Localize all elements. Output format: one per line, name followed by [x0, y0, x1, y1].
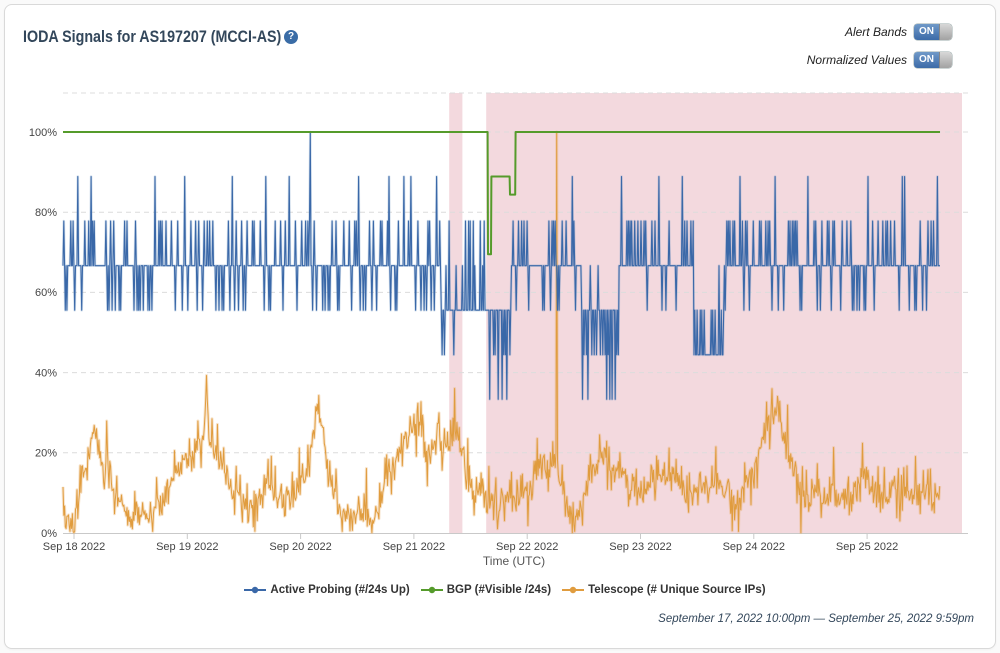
- svg-text:Sep 19 2022: Sep 19 2022: [156, 541, 218, 553]
- svg-text:20%: 20%: [35, 448, 57, 460]
- svg-text:100%: 100%: [29, 127, 57, 139]
- svg-text:40%: 40%: [35, 367, 57, 379]
- svg-text:Sep 22 2022: Sep 22 2022: [496, 541, 558, 553]
- svg-text:60%: 60%: [35, 287, 57, 299]
- svg-text:0%: 0%: [41, 528, 57, 540]
- svg-text:Sep 21 2022: Sep 21 2022: [383, 541, 445, 553]
- svg-text:80%: 80%: [35, 207, 57, 219]
- svg-text:Time (UTC): Time (UTC): [483, 554, 545, 568]
- svg-text:Sep 25 2022: Sep 25 2022: [836, 541, 898, 553]
- svg-text:Sep 20 2022: Sep 20 2022: [269, 541, 331, 553]
- svg-text:Sep 24 2022: Sep 24 2022: [723, 541, 785, 553]
- svg-text:Sep 23 2022: Sep 23 2022: [609, 541, 671, 553]
- svg-text:Sep 18 2022: Sep 18 2022: [43, 541, 105, 553]
